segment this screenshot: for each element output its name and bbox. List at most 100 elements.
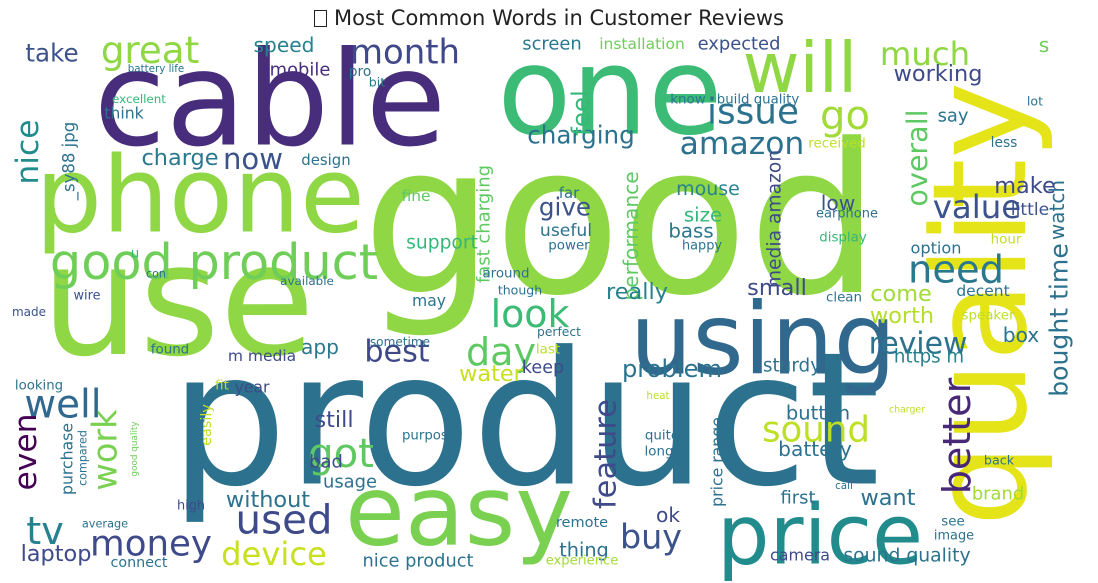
word-better: better [935, 377, 979, 494]
word-using: using [630, 283, 896, 398]
word-work: work [86, 409, 125, 491]
word-useful: useful [540, 221, 592, 241]
missing-glyph-icon [313, 10, 327, 27]
word-now: now [223, 142, 283, 176]
word-feature: feature [589, 399, 624, 509]
word-button: button [786, 402, 850, 425]
word-good-product: good product [50, 233, 378, 291]
word-https-m: https m [894, 347, 964, 368]
chart-title: Most Common Words in Customer Reviews [0, 6, 1098, 30]
word-box: box [1003, 323, 1040, 347]
word-go: go [820, 93, 870, 139]
word-bit: bit [369, 75, 385, 90]
word-product: product [170, 313, 880, 528]
word-know: know [670, 93, 705, 108]
word-experience: experience [546, 554, 619, 569]
word-made: made [12, 305, 46, 319]
word-average: average [82, 518, 128, 531]
word-bought-time: bought time [1045, 243, 1074, 397]
word-speaker: speaker [962, 309, 1015, 324]
word-sy88-jpg: _sy88 jpg [60, 122, 80, 201]
word-say: say [938, 106, 969, 127]
word-wire: wire [73, 289, 100, 304]
word-ok: ok [656, 503, 680, 527]
word-earphone: earphone [816, 207, 878, 222]
chart-title-text: Most Common Words in Customer Reviews [333, 6, 785, 30]
word-working: working [894, 61, 983, 87]
word-battery-life: battery life [128, 63, 185, 75]
word-well: well [24, 383, 101, 428]
word-one: one [497, 22, 722, 163]
word-take: take [25, 39, 78, 68]
word-con: con [146, 268, 166, 281]
word-thing: thing [559, 539, 609, 562]
word-pro: pro [349, 64, 372, 80]
word-keep: keep [522, 358, 564, 378]
word-feel: feel [567, 90, 596, 136]
word-easily: easily [199, 404, 215, 446]
word-purpose: purpose [402, 429, 456, 444]
word-display: display [819, 231, 867, 246]
word-bass: bass [668, 220, 713, 243]
word-charger: charger [889, 405, 925, 416]
word-good-quality: good quality [130, 421, 140, 476]
word-fine: fine [401, 187, 430, 205]
word-charge: charge [141, 145, 218, 171]
word-brand: brand [972, 484, 1024, 505]
word-price: price [717, 487, 923, 583]
word-month: month [350, 33, 460, 72]
word-found: found [151, 343, 189, 358]
word-usage: usage [323, 472, 377, 493]
word-speed: speed [254, 33, 315, 57]
word-overall: overall [900, 109, 934, 206]
word-problem: problem [622, 355, 722, 383]
word-call: call [835, 480, 853, 492]
word-even: even [8, 413, 44, 490]
word-design: design [301, 151, 350, 169]
word-perfect: perfect [537, 325, 581, 339]
word-day: day [466, 330, 536, 374]
word-sometime: sometime [370, 335, 430, 349]
word-charging: charging [527, 121, 635, 150]
word-buy: buy [620, 518, 682, 557]
word-year: year [235, 378, 271, 397]
word-look: look [491, 292, 570, 336]
word-m-media: m media [228, 347, 296, 365]
word-really: really [606, 279, 668, 305]
word-water: water [459, 361, 524, 387]
word-without: without [226, 487, 310, 513]
word-purchase: purchase [58, 423, 77, 495]
word-low: low [821, 191, 855, 215]
word-camera: camera [770, 546, 830, 565]
word-use: use [41, 211, 315, 391]
word-quite: quite [645, 429, 679, 444]
word-used: used [236, 497, 333, 544]
word-laptop: laptop [21, 541, 92, 567]
word-around: around [482, 267, 529, 282]
word-phone: phone [35, 134, 365, 257]
word-still: still [314, 407, 353, 433]
word-media-amazon: media amazon [765, 150, 786, 288]
word-mouse: mouse [676, 178, 740, 200]
word-decent: decent [956, 282, 1009, 300]
word-less: less [991, 135, 1018, 151]
word-u: u [131, 247, 140, 262]
word-want: want [860, 485, 915, 511]
word-looking: looking [15, 379, 63, 394]
word-great: great [101, 28, 199, 72]
word-nice: nice [10, 119, 46, 184]
word-fit: fit [215, 379, 229, 394]
word-will: will [743, 29, 858, 109]
word-high: high [177, 499, 205, 514]
word-give: give [539, 193, 591, 222]
word-sound-quality: sound quality [843, 546, 970, 567]
word-quality: quality [904, 82, 1056, 527]
word-battery: battery [778, 437, 852, 461]
word-app: app [301, 335, 339, 359]
word-need: need [908, 248, 1004, 293]
word-power: power [548, 239, 590, 254]
word-good: good [362, 99, 880, 341]
word-hour: hour [991, 233, 1022, 248]
word-worth: worth [870, 303, 934, 329]
word-got: got [308, 431, 374, 477]
